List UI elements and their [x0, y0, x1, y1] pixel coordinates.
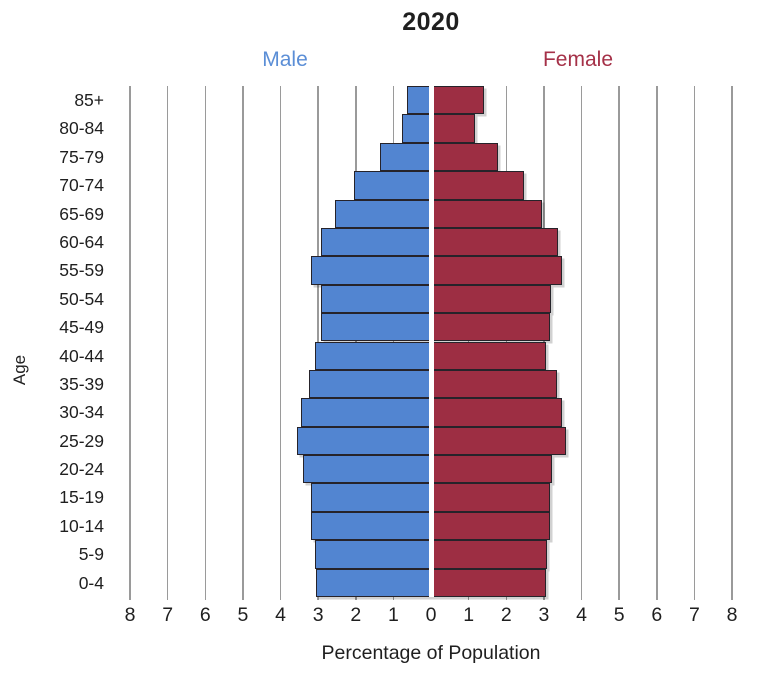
x-tick-label: 2 — [500, 604, 512, 626]
x-tick-label: 4 — [576, 604, 587, 626]
center-axis-line — [428, 86, 434, 597]
age-label: 30-34 — [59, 402, 104, 423]
age-label: 60-64 — [59, 231, 104, 252]
male-series-label: Male — [262, 48, 308, 71]
age-label: 40-44 — [59, 345, 104, 366]
x-tick-label: 5 — [237, 604, 249, 626]
male-bar-55-59 — [310, 256, 431, 285]
age-label: 25-29 — [59, 430, 104, 451]
male-bar-10-14 — [311, 511, 431, 541]
male-bar-0-4 — [315, 568, 431, 597]
female-bar-15-19 — [431, 483, 551, 512]
male-bar-15-19 — [310, 483, 431, 512]
plot-area — [129, 86, 733, 600]
male-bar-50-54 — [321, 284, 431, 314]
female-bar-10-14 — [431, 511, 551, 541]
age-label: 20-24 — [59, 459, 104, 480]
male-bar-20-24 — [303, 455, 431, 484]
x-tick-label: 1 — [463, 604, 475, 626]
age-label: 35-39 — [59, 373, 104, 394]
gridline — [242, 86, 244, 600]
gridline — [580, 86, 583, 600]
gridline — [693, 86, 696, 600]
x-tick-label: 2 — [350, 604, 362, 626]
male-bar-30-34 — [301, 398, 431, 427]
age-label: 55-59 — [59, 260, 104, 281]
age-label: 75-79 — [59, 146, 104, 167]
age-label: 65-69 — [59, 203, 104, 224]
female-bar-0-4 — [431, 568, 546, 597]
female-bar-70-74 — [431, 171, 525, 200]
gridline — [279, 86, 282, 600]
x-axis-title: Percentage of Population — [321, 642, 541, 664]
female-bar-20-24 — [431, 455, 553, 484]
male-bar-35-39 — [308, 369, 431, 399]
x-tick-label: 3 — [312, 604, 324, 626]
age-label: 85+ — [74, 90, 104, 110]
age-label: 15-19 — [59, 487, 104, 508]
gridline — [618, 86, 620, 600]
female-bar-80-84 — [431, 114, 475, 143]
y-axis-tick-labels: 85+ 80-84 75-79 70-74 65-69 60-64 55-59 50-54 45… — [0, 86, 106, 597]
female-bar-40-44 — [431, 341, 547, 370]
gridline — [656, 86, 658, 600]
x-tick-label: 7 — [688, 604, 700, 626]
age-label: 80-84 — [59, 118, 104, 139]
x-tick-label: 5 — [613, 604, 625, 626]
gridline — [166, 86, 169, 600]
male-bar-60-64 — [320, 227, 431, 257]
male-bar-65-69 — [335, 199, 431, 228]
male-bar-75-79 — [380, 142, 431, 172]
age-label: 45-49 — [59, 317, 104, 338]
female-bar-85+ — [431, 86, 485, 115]
x-tick-label: 8 — [124, 604, 136, 626]
x-tick-label: 7 — [162, 604, 174, 626]
chart-title: 2020 — [402, 8, 460, 36]
x-axis-tick-labels: 8 7 6 5 4 3 2 1 0 1 2 3 4 5 6 7 8 — [125, 602, 738, 628]
male-bar-25-29 — [297, 426, 431, 456]
female-bar-75-79 — [431, 142, 498, 172]
male-bar-85+ — [406, 86, 431, 115]
male-bar-70-74 — [353, 171, 431, 200]
male-bar-5-9 — [314, 540, 431, 569]
male-bar-80-84 — [401, 114, 431, 143]
female-bar-50-54 — [431, 284, 552, 314]
male-bar-40-44 — [315, 341, 431, 370]
female-bar-45-49 — [431, 313, 551, 342]
age-label: 50-54 — [59, 288, 104, 309]
female-bar-65-69 — [431, 199, 542, 228]
female-series-label: Female — [542, 48, 614, 71]
female-bar-60-64 — [431, 227, 558, 257]
age-label: 5-9 — [78, 544, 104, 565]
age-label: 10-14 — [59, 515, 104, 536]
male-bar-45-49 — [321, 313, 431, 342]
x-tick-label: 0 — [425, 604, 437, 626]
female-bar-5-9 — [431, 540, 547, 569]
female-bar-30-34 — [431, 398, 562, 427]
x-tick-label: 3 — [538, 604, 550, 626]
x-tick-label: 1 — [387, 604, 399, 626]
gridline — [204, 86, 206, 600]
age-label: 0-4 — [78, 572, 104, 593]
gridline — [129, 86, 131, 600]
gridline — [731, 86, 733, 600]
x-tick-label: 8 — [726, 604, 738, 626]
female-bar-55-59 — [431, 256, 562, 285]
age-label: 70-74 — [59, 175, 104, 196]
x-tick-label: 6 — [199, 604, 211, 626]
x-tick-label: 4 — [275, 604, 286, 626]
female-bar-25-29 — [431, 426, 567, 456]
x-tick-label: 6 — [651, 604, 663, 626]
female-bar-35-39 — [431, 369, 557, 399]
